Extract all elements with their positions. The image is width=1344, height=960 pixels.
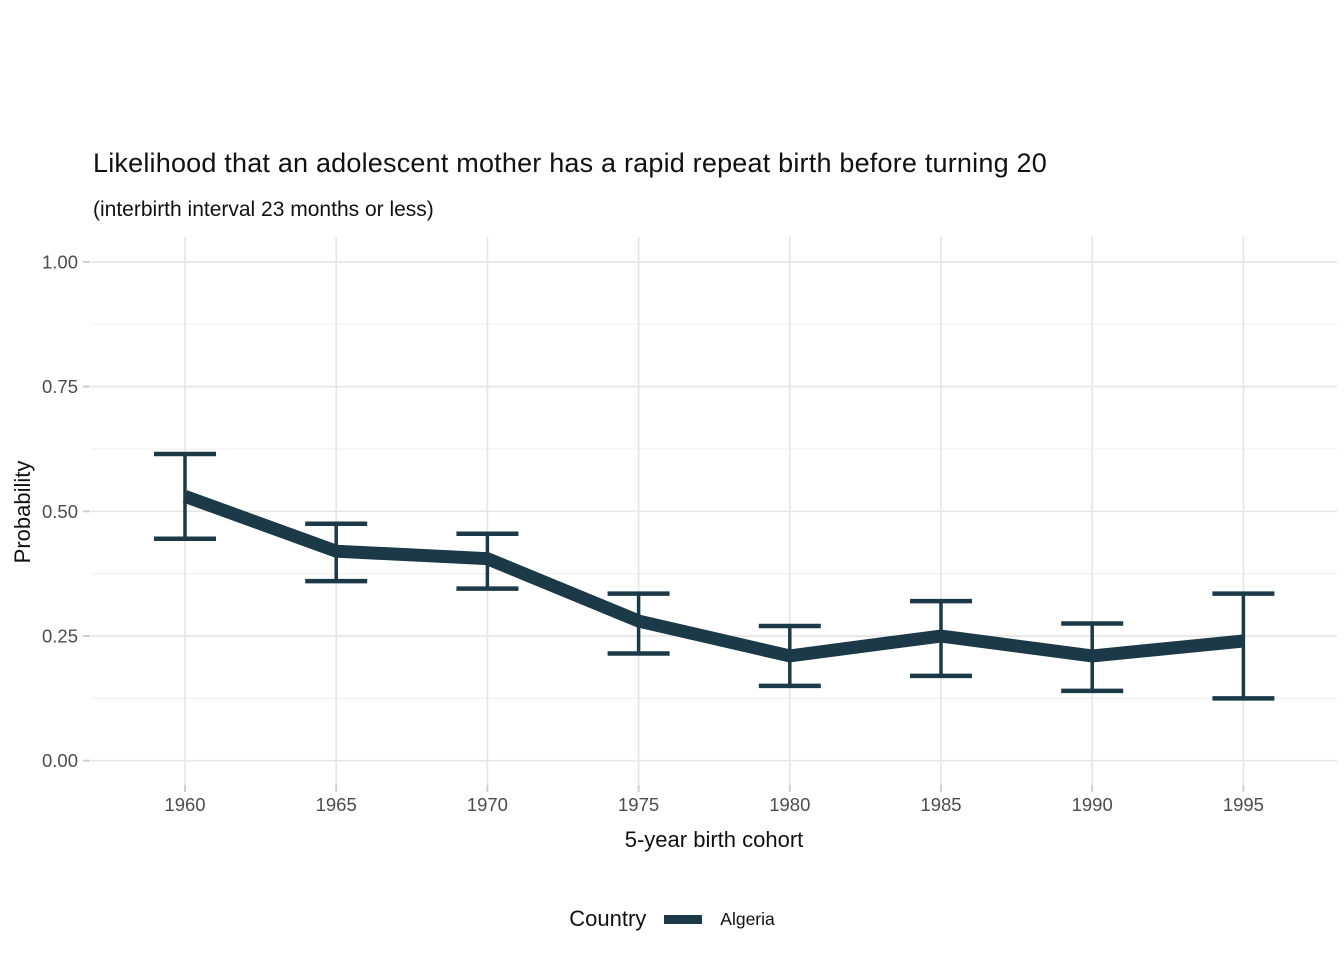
data-line-algeria bbox=[182, 490, 1245, 663]
legend: Country Algeria bbox=[0, 906, 1344, 932]
x-axis-title: 5-year birth cohort bbox=[624, 827, 804, 852]
y-axis-title: Probability bbox=[10, 460, 35, 564]
chart-title: Likelihood that an adolescent mother has… bbox=[93, 148, 1047, 178]
x-tick-label: 1965 bbox=[316, 794, 357, 815]
x-tick-label: 1975 bbox=[618, 794, 659, 815]
x-tick-label: 1985 bbox=[920, 794, 961, 815]
legend-key-line-swatch bbox=[664, 914, 703, 924]
y-tick-label: 0.25 bbox=[42, 626, 78, 647]
x-tick-label: 1970 bbox=[467, 794, 508, 815]
y-tick-label: 0.75 bbox=[42, 376, 78, 397]
x-tick-label: 1995 bbox=[1223, 794, 1264, 815]
chart-subtitle: (interbirth interval 23 months or less) bbox=[93, 198, 434, 221]
y-tick-label: 1.00 bbox=[42, 251, 78, 272]
x-tick-label: 1960 bbox=[164, 794, 205, 815]
x-tick-label: 1980 bbox=[769, 794, 810, 815]
y-tick-label: 0.50 bbox=[42, 501, 78, 522]
x-tick-label: 1990 bbox=[1072, 794, 1113, 815]
legend-label-algeria: Algeria bbox=[720, 908, 775, 929]
y-tick-label: 0.00 bbox=[42, 750, 78, 771]
legend-title: Country bbox=[569, 906, 647, 931]
